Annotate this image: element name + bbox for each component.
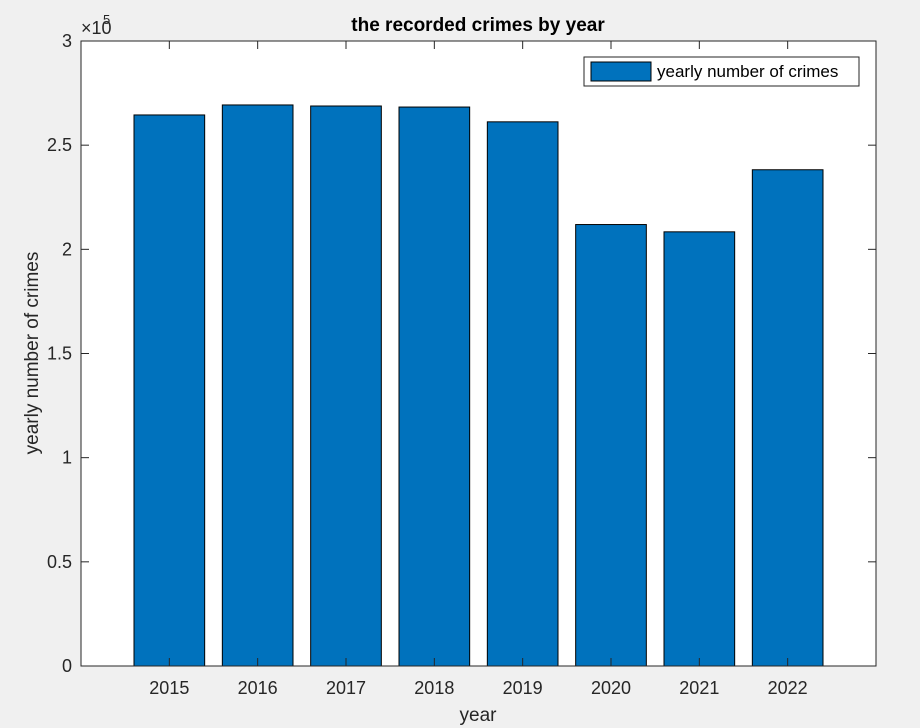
x-axis-ticks: 2015 2016 2017 2018 2019 2020 2021 2022	[149, 41, 808, 698]
x-tick-label: 2016	[238, 678, 278, 698]
y-exponent-base: ×10	[81, 18, 112, 38]
bar-2019	[486, 121, 559, 667]
y-axis-label: yearly number of crimes	[22, 252, 43, 455]
bar-2022	[751, 169, 824, 667]
bar-2017	[310, 105, 382, 667]
x-tick-label: 2022	[768, 678, 808, 698]
x-tick-label: 2017	[326, 678, 366, 698]
chart-title: the recorded crimes by year	[351, 15, 605, 36]
bars-group	[133, 104, 824, 667]
y-exponent-power: 5	[103, 12, 110, 27]
y-tick-label: 1.5	[47, 344, 72, 364]
x-axis-label: year	[460, 705, 498, 726]
x-tick-label: 2020	[591, 678, 631, 698]
x-tick-label: 2019	[503, 678, 543, 698]
y-tick-label: 2	[62, 239, 72, 259]
legend: yearly number of crimes	[583, 56, 860, 87]
y-axis-ticks: 0 0.5 1 1.5 2 2.5 3	[47, 31, 876, 676]
y-tick-label: 1	[62, 448, 72, 468]
legend-swatch	[590, 61, 652, 82]
bar-2016	[221, 104, 294, 667]
x-tick-label: 2018	[414, 678, 454, 698]
y-tick-label: 2.5	[47, 135, 72, 155]
y-tick-label: 0.5	[47, 552, 72, 572]
bar-2021	[663, 231, 736, 667]
y-tick-label: 3	[62, 31, 72, 51]
y-tick-label: 0	[62, 656, 72, 676]
bar-2018	[398, 106, 471, 667]
legend-label: yearly number of crimes	[657, 62, 838, 81]
x-tick-label: 2015	[149, 678, 189, 698]
bar-2015	[133, 114, 206, 667]
x-tick-label: 2021	[679, 678, 719, 698]
axes-background	[81, 41, 876, 666]
bar-2020	[575, 224, 647, 667]
